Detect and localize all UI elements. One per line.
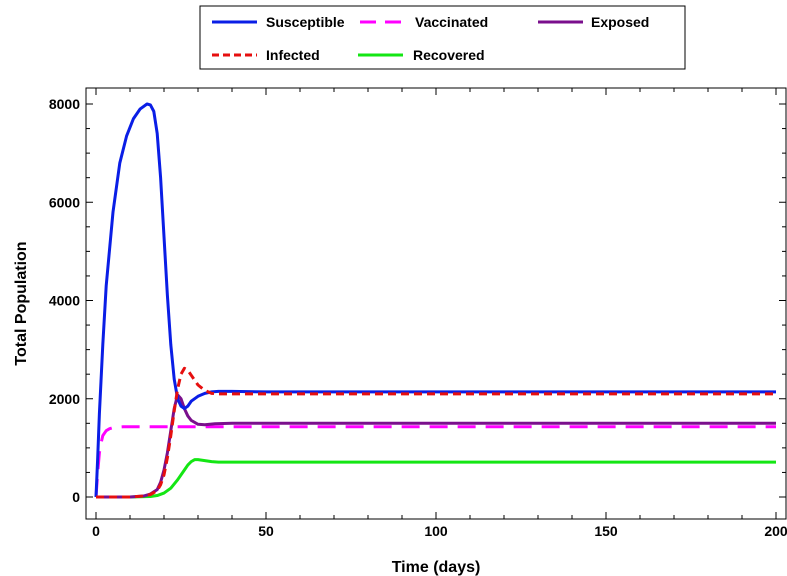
series-line-recovered	[96, 458, 776, 499]
y-tick-label: 2000	[49, 391, 80, 407]
y-tick-label: 4000	[49, 293, 80, 309]
series-line-vaccinated	[94, 425, 776, 498]
x-axis-title: Time (days)	[392, 559, 481, 576]
x-tick-label: 100	[424, 523, 448, 539]
legend-label-vaccinated: Vaccinated	[415, 14, 488, 30]
legend: Susceptible Vaccinated Exposed Infected Reco…	[199, 5, 686, 70]
y-tick-label: 8000	[49, 96, 80, 112]
series-line-infected	[96, 366, 776, 499]
x-tick-label: 0	[92, 523, 100, 539]
x-tick-label: 50	[258, 523, 274, 539]
y-axis-title: Total Population	[13, 241, 30, 365]
y-tick-label: 6000	[49, 194, 80, 210]
x-tick-label: 150	[594, 523, 618, 539]
legend-label-susceptible: Susceptible	[266, 14, 345, 30]
legend-label-infected: Infected	[266, 47, 320, 63]
legend-box	[199, 5, 686, 70]
legend-label-recovered: Recovered	[413, 47, 485, 63]
x-tick-label: 200	[764, 523, 787, 539]
y-tick-label: 0	[72, 489, 80, 505]
plot-frame	[85, 87, 787, 520]
series-line-exposed	[96, 393, 776, 499]
series-line-susceptible	[94, 102, 776, 498]
legend-label-exposed: Exposed	[591, 14, 649, 30]
